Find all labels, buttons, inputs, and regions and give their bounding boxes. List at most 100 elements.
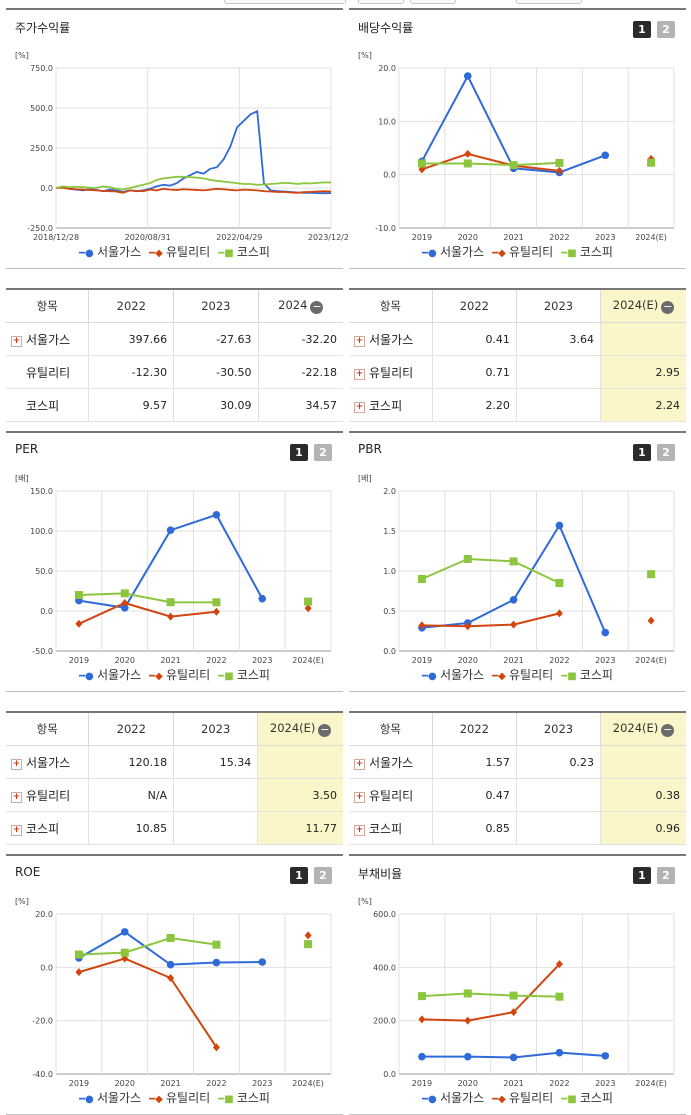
collapse-minus-icon[interactable]: −: [318, 723, 332, 737]
legend-item[interactable]: ━● 서울가스: [79, 245, 141, 259]
legend-item[interactable]: ━■ 코스피: [218, 668, 270, 682]
y-tick-label: 0.5: [383, 607, 396, 616]
data-point: [212, 511, 221, 519]
series-line: [421, 612, 560, 628]
table-row: + 코스피 0.85 0.96: [349, 811, 686, 845]
table-cell: 0.96: [600, 811, 686, 845]
x-tick-label: 2019: [69, 656, 89, 665]
x-tick-label: 2021: [503, 1079, 523, 1088]
legend-item[interactable]: ━■ 코스피: [218, 1091, 270, 1105]
legend-label: 코스피: [579, 245, 613, 259]
legend-item[interactable]: ━◆ 유틸리티: [492, 245, 553, 259]
legend-label: 유틸리티: [509, 1091, 554, 1105]
stock-return-panel: 주가수익률 [%] 750.0 500.0 250.0 0.0 -250.0 2018/12…: [6, 8, 354, 269]
data-point: [304, 931, 312, 940]
legend-item[interactable]: ━■ 코스피: [218, 245, 270, 259]
expand-plus-icon[interactable]: +: [11, 335, 22, 347]
legend-item[interactable]: ━◆ 유틸리티: [492, 1091, 553, 1105]
legend-marker: ━◆: [149, 671, 167, 682]
column-header-year: 2023: [173, 289, 259, 323]
legend-item[interactable]: ━◆ 유틸리티: [492, 668, 553, 682]
data-point: [121, 954, 129, 963]
view-1-button[interactable]: 1: [633, 867, 651, 884]
view-1-button[interactable]: 1: [633, 21, 651, 38]
expand-plus-icon[interactable]: +: [354, 758, 365, 770]
legend-item[interactable]: ━● 서울가스: [79, 668, 141, 682]
view-2-button[interactable]: 2: [314, 444, 332, 461]
legend-label: 유틸리티: [509, 668, 554, 682]
data-point: [555, 960, 563, 969]
top-tab-fragment[interactable]: [516, 0, 582, 4]
collapse-minus-icon[interactable]: −: [661, 723, 675, 737]
data-point: [463, 159, 472, 168]
view-2-button[interactable]: 2: [657, 21, 675, 38]
expand-plus-icon[interactable]: +: [354, 791, 365, 803]
legend-item[interactable]: ━■ 코스피: [561, 245, 613, 259]
data-point: [463, 1052, 472, 1061]
x-tick-label: 2019: [412, 233, 432, 242]
legend-label: 서울가스: [96, 245, 142, 259]
data-point: [418, 1052, 426, 1061]
legend-label: 코스피: [236, 245, 270, 259]
top-tab-fragment[interactable]: [358, 0, 404, 4]
data-point: [647, 570, 656, 579]
table-cell: 10.85: [88, 811, 175, 845]
column-header-year: 2024(E) −: [600, 712, 686, 746]
legend-item[interactable]: ━● 서울가스: [422, 1091, 484, 1105]
column-header-label: 2023: [201, 299, 231, 313]
legend-item[interactable]: ━● 서울가스: [79, 1091, 141, 1105]
view-2-button[interactable]: 2: [657, 444, 675, 461]
view-1-button[interactable]: 1: [290, 444, 308, 461]
y-tick-label: 1.0: [383, 567, 396, 576]
table-row: + 서울가스 1.57 0.23: [349, 745, 686, 779]
collapse-minus-icon[interactable]: −: [661, 300, 675, 314]
expand-plus-icon[interactable]: +: [11, 824, 22, 836]
legend-item[interactable]: ━◆ 유틸리티: [149, 668, 210, 682]
legend-item[interactable]: ━■ 코스피: [561, 1091, 613, 1105]
data-point: [120, 604, 129, 612]
data-point: [304, 604, 312, 613]
view-2-button[interactable]: 2: [314, 867, 332, 884]
table-row: + 서울가스 397.66 -27.63 -32.20: [6, 322, 343, 356]
chart-legend: ━● 서울가스 ━◆ 유틸리티 ━■ 코스피: [6, 243, 343, 260]
expand-plus-icon[interactable]: +: [354, 401, 365, 413]
expand-plus-icon[interactable]: +: [11, 791, 22, 803]
data-point: [166, 934, 175, 942]
x-tick-label: 2019: [412, 1079, 432, 1088]
column-header-label: 항목: [36, 722, 58, 736]
expand-plus-icon[interactable]: +: [354, 368, 365, 380]
column-header-item: 항목: [349, 712, 433, 746]
expand-plus-icon[interactable]: +: [354, 824, 365, 836]
table-header-row: 항목 2022 2023 2024(E) −: [6, 712, 343, 746]
legend-marker: ━■: [561, 1094, 580, 1105]
data-point: [463, 555, 472, 563]
legend-marker: ━■: [218, 1094, 237, 1105]
view-2-button[interactable]: 2: [657, 867, 675, 884]
legend-item[interactable]: ━● 서울가스: [422, 245, 484, 259]
column-header-label: 2023: [543, 722, 574, 736]
legend-item[interactable]: ━■ 코스피: [561, 668, 613, 682]
table-cell: [515, 778, 602, 812]
view-1-button[interactable]: 1: [633, 444, 651, 461]
legend-item[interactable]: ━◆ 유틸리티: [149, 1091, 210, 1105]
expand-plus-icon[interactable]: +: [11, 758, 22, 770]
top-tab-fragment[interactable]: [410, 0, 456, 4]
view-1-button[interactable]: 1: [290, 867, 308, 884]
row-label: + 코스피: [349, 811, 433, 845]
data-point: [509, 557, 518, 566]
top-tab-fragment[interactable]: [224, 0, 346, 4]
collapse-minus-icon[interactable]: −: [310, 300, 324, 314]
legend-item[interactable]: ━◆ 유틸리티: [149, 245, 210, 259]
data-point: [647, 158, 656, 167]
series-line: [421, 73, 606, 174]
row-label-text: 코스피: [369, 398, 403, 413]
row-label-text: 서울가스: [369, 755, 414, 770]
legend-marker: ━●: [79, 248, 97, 259]
data-point: [418, 1015, 426, 1024]
data-point: [74, 591, 83, 599]
expand-plus-icon[interactable]: +: [354, 335, 365, 347]
y-tick-label: -50.0: [32, 647, 53, 656]
legend-item[interactable]: ━● 서울가스: [422, 668, 484, 682]
